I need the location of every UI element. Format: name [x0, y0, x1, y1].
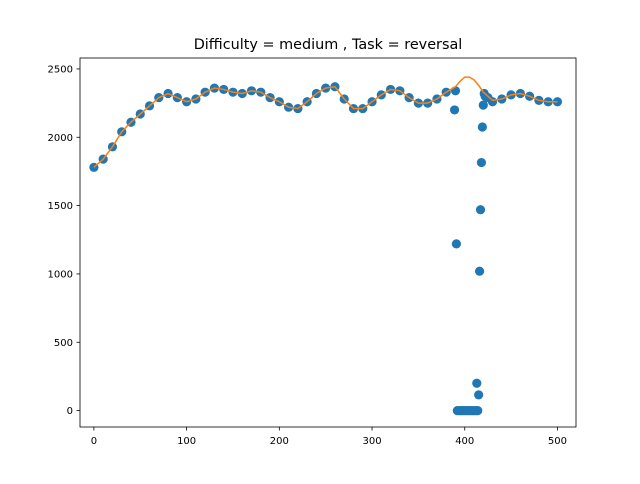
- chart-axes: 0 100 200 300 400 500 0 500 1000 1500 2000 2500: [48, 57, 577, 447]
- y-tick-label: 500: [54, 338, 73, 349]
- y-tick-label: 2000: [48, 133, 73, 144]
- scatter-point: [474, 266, 485, 276]
- scatter-point: [473, 406, 483, 416]
- x-tick-label: 500: [548, 436, 567, 447]
- scatter-point: [474, 390, 484, 400]
- scatter-point: [476, 157, 487, 168]
- y-tick-label: 1000: [48, 269, 73, 280]
- scatter-point: [475, 205, 486, 215]
- scatter-point: [477, 122, 487, 132]
- x-tick-label: 0: [91, 436, 97, 447]
- x-tick-label: 300: [362, 436, 381, 447]
- fit-line: [93, 76, 558, 168]
- x-tick-label: 400: [455, 436, 474, 447]
- chart-marks: [89, 76, 563, 416]
- chart-title: Difficulty = medium , Task = reversal: [194, 37, 463, 53]
- x-tick-label: 100: [177, 436, 196, 447]
- axes-frame: [79, 57, 577, 428]
- scatter-point: [451, 239, 461, 249]
- scatter-point: [472, 378, 482, 388]
- x-tick-label: 200: [270, 436, 289, 447]
- scatter-point: [552, 97, 563, 107]
- y-tick-label: 1500: [48, 201, 73, 212]
- scatter-point: [478, 100, 488, 110]
- scatter-point: [449, 105, 460, 115]
- y-tick-label: 2500: [48, 64, 73, 75]
- y-tick-label: 0: [67, 406, 73, 417]
- scatter-point: [450, 86, 461, 96]
